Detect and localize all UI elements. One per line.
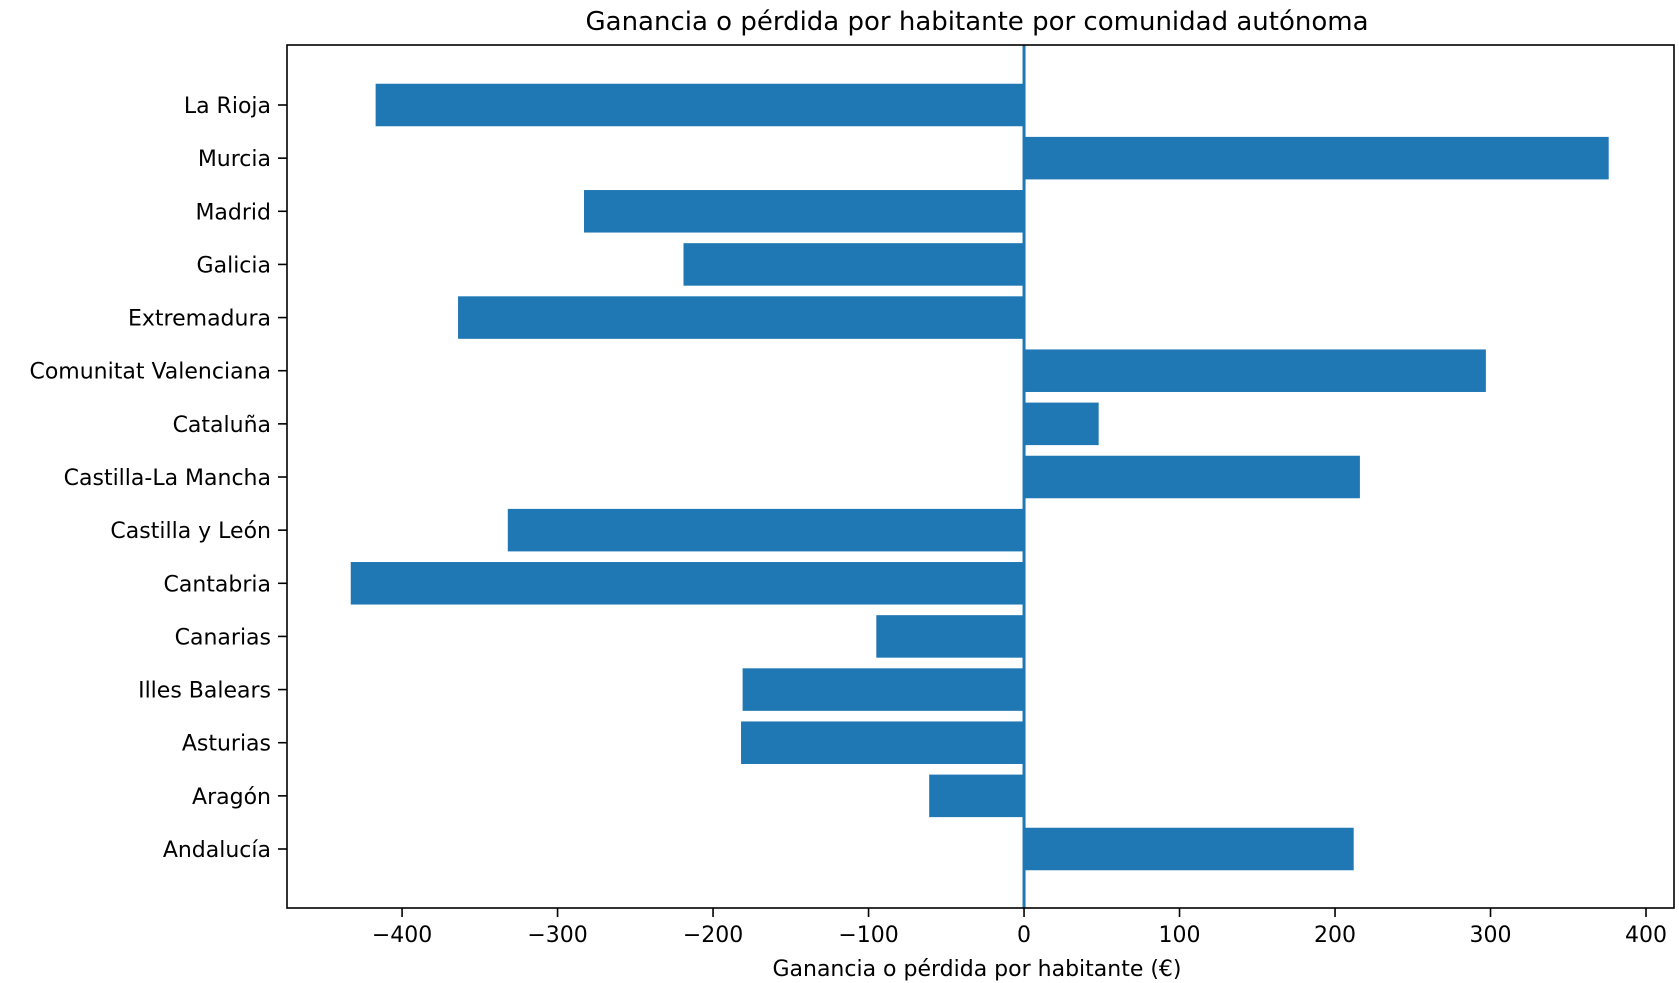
x-tick-label: 400 xyxy=(1625,923,1667,948)
y-tick-label: Illes Balears xyxy=(138,679,271,704)
x-axis-label: Ganancia o pérdida por habitante (€) xyxy=(772,957,1181,982)
y-axis-ticks: Andalucía Aragón Asturias Illes Balears Cana… xyxy=(29,94,287,863)
y-tick-label: Galicia xyxy=(197,253,271,278)
bar xyxy=(742,668,1025,711)
chart-title: Ganancia o pérdida por habitante por com… xyxy=(585,7,1368,37)
bar xyxy=(583,190,1025,233)
bar xyxy=(683,243,1025,286)
y-tick-label: Castilla y León xyxy=(110,519,271,544)
bar xyxy=(741,721,1025,764)
y-tick-label: Murcia xyxy=(198,147,271,172)
y-tick-label: Castilla-La Mancha xyxy=(64,466,271,491)
x-tick-label: 0 xyxy=(1017,923,1031,948)
bar xyxy=(1024,349,1486,392)
y-tick-label: Aragón xyxy=(192,785,271,810)
x-axis-ticks: −400 −300 −200 −100 0 100 200 300 400 xyxy=(372,908,1667,948)
x-tick-label: 200 xyxy=(1314,923,1356,948)
y-tick-label: Extremadura xyxy=(128,307,271,332)
y-tick-label: Asturias xyxy=(182,732,271,757)
bar xyxy=(1024,402,1099,446)
bar xyxy=(350,562,1025,605)
bar xyxy=(375,83,1025,127)
bar xyxy=(458,296,1025,339)
x-tick-label: −400 xyxy=(372,923,432,948)
plot-frame xyxy=(286,44,1675,909)
x-tick-label: 100 xyxy=(1159,923,1201,948)
bars-layer xyxy=(350,83,1609,871)
x-tick-label: −200 xyxy=(683,923,743,948)
y-tick-label: Comunitat Valenciana xyxy=(29,360,271,385)
bar xyxy=(929,774,1025,818)
x-tick-label: −100 xyxy=(838,923,898,948)
x-tick-label: −300 xyxy=(527,923,587,948)
y-tick-label: La Rioja xyxy=(184,94,271,119)
y-tick-label: Cantabria xyxy=(164,572,272,597)
y-tick-label: Madrid xyxy=(195,200,271,225)
bar xyxy=(1024,455,1360,499)
y-tick-label: Andalucía xyxy=(163,838,271,863)
bar xyxy=(1024,827,1354,871)
y-tick-label: Cataluña xyxy=(173,413,271,438)
x-tick-label: 300 xyxy=(1470,923,1512,948)
bar xyxy=(876,615,1025,658)
bar xyxy=(1024,136,1609,180)
bar xyxy=(507,508,1025,552)
y-tick-label: Canarias xyxy=(175,625,271,650)
